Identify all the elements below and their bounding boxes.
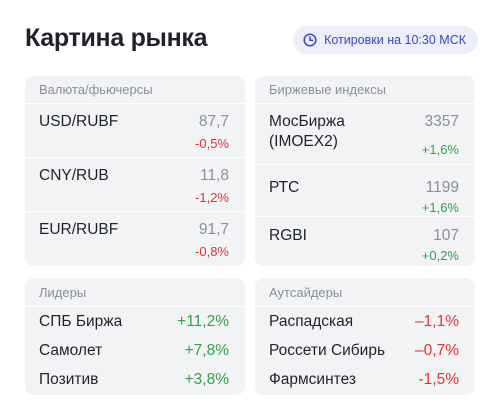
index-name: РТС bbox=[269, 179, 300, 196]
stock-name: Россети Сибирь bbox=[269, 342, 386, 359]
ticker-value: 91,7 bbox=[198, 221, 229, 238]
divider bbox=[25, 157, 245, 158]
index-name: RGBI bbox=[269, 227, 307, 244]
outsider-row[interactable]: Россети Сибирь –0,7% bbox=[255, 336, 475, 365]
index-change: +1,6% bbox=[421, 142, 459, 157]
badge-label: Котировки на 10:30 МСК bbox=[324, 33, 466, 47]
fx-panel: Валюта/фьючерсы USD/RUBF 87,7 -0,5% CNY/… bbox=[25, 76, 245, 266]
stock-change: +7,8% bbox=[184, 342, 229, 359]
ticker-name: USD/RUBF bbox=[39, 113, 119, 130]
clock-icon bbox=[303, 33, 317, 47]
outsider-row[interactable]: Фармсинтез -1,5% bbox=[255, 365, 475, 394]
quotes-time-badge: Котировки на 10:30 МСК bbox=[293, 26, 478, 54]
fx-row[interactable]: USD/RUBF 87,7 -0,5% bbox=[25, 104, 245, 157]
divider bbox=[25, 306, 245, 307]
fx-row[interactable]: EUR/RUBF 91,7 -0,8% bbox=[25, 212, 245, 265]
stock-change: +3,8% bbox=[184, 371, 229, 388]
divider bbox=[255, 103, 475, 104]
index-row[interactable]: РТС 1199 +1,6% bbox=[255, 165, 475, 216]
panel-heading: Аутсайдеры bbox=[269, 285, 343, 300]
stock-name: Распадская bbox=[269, 313, 354, 330]
ticker-name: CNY/RUB bbox=[39, 167, 109, 184]
outsiders-panel: Аутсайдеры Распадская –1,1% Россети Сиби… bbox=[255, 278, 475, 395]
ticker-change: -1,2% bbox=[195, 190, 229, 205]
ticker-change: -0,5% bbox=[195, 136, 229, 151]
index-row[interactable]: RGBI 107 +0,2% bbox=[255, 217, 475, 266]
ticker-name: EUR/RUBF bbox=[39, 221, 119, 238]
divider bbox=[25, 211, 245, 212]
index-change: +0,2% bbox=[421, 248, 459, 263]
index-change: +1,6% bbox=[421, 200, 459, 215]
stock-change: -1,5% bbox=[418, 371, 460, 388]
stock-name: Самолет bbox=[39, 342, 103, 359]
leaders-panel: Лидеры СПБ Биржа +11,2% Самолет +7,8% По… bbox=[25, 278, 245, 395]
leader-row[interactable]: Позитив +3,8% bbox=[25, 365, 245, 394]
divider bbox=[25, 103, 245, 104]
divider bbox=[255, 306, 475, 307]
index-value: 3357 bbox=[424, 113, 459, 130]
leader-row[interactable]: СПБ Биржа +11,2% bbox=[25, 307, 245, 336]
stock-change: +11,2% bbox=[177, 313, 229, 330]
indices-panel: Биржевые индексы МосБиржа (IMOEX2) 3357 … bbox=[255, 76, 475, 266]
ticker-value: 11,8 bbox=[199, 167, 229, 184]
panel-heading: Лидеры bbox=[39, 285, 87, 300]
index-value: 1199 bbox=[425, 179, 459, 196]
index-name: МосБиржа (IMOEX2) bbox=[269, 113, 345, 150]
panel-heading: Биржевые индексы bbox=[269, 82, 386, 97]
divider bbox=[255, 216, 475, 217]
stock-change: –1,1% bbox=[415, 313, 459, 330]
outsider-row[interactable]: Распадская –1,1% bbox=[255, 307, 475, 336]
stock-name: Фармсинтез bbox=[269, 371, 356, 388]
leader-row[interactable]: Самолет +7,8% bbox=[25, 336, 245, 365]
panel-heading: Валюта/фьючерсы bbox=[39, 82, 153, 97]
fx-row[interactable]: CNY/RUB 11,8 -1,2% bbox=[25, 158, 245, 211]
index-value: 107 bbox=[433, 227, 459, 244]
stock-name: Позитив bbox=[39, 371, 99, 388]
stock-name: СПБ Биржа bbox=[39, 313, 123, 330]
index-row[interactable]: МосБиржа (IMOEX2) 3357 +1,6% bbox=[255, 104, 475, 164]
ticker-value: 87,7 bbox=[198, 113, 229, 130]
header: Картина рынка Котировки на 10:30 МСК bbox=[25, 22, 478, 58]
divider bbox=[255, 164, 475, 165]
stock-change: –0,7% bbox=[415, 342, 459, 359]
ticker-change: -0,8% bbox=[195, 244, 229, 259]
page-title: Картина рынка bbox=[25, 24, 208, 52]
